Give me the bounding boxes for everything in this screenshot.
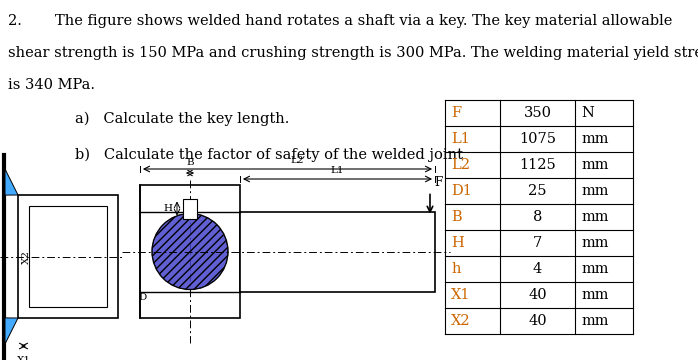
Text: 1125: 1125	[519, 158, 556, 172]
Text: mm: mm	[581, 314, 609, 328]
Text: 40: 40	[528, 288, 547, 302]
Bar	[240, 211, 435, 292]
Text: 4: 4	[533, 262, 542, 276]
Text: mm: mm	[581, 288, 609, 302]
Text: D1: D1	[451, 184, 472, 198]
Bar	[29, 206, 107, 307]
Text: D: D	[139, 293, 147, 302]
Text: b)   Calculate the factor of safety of the welded joint: b) Calculate the factor of safety of the…	[75, 148, 463, 162]
Text: L1: L1	[451, 132, 470, 146]
Text: mm: mm	[581, 132, 609, 146]
Text: X2: X2	[451, 314, 470, 328]
Text: h: h	[451, 262, 461, 276]
Text: L2: L2	[291, 156, 304, 165]
Text: 25: 25	[528, 184, 547, 198]
Text: The figure shows welded hand rotates a shaft via a key. The key material allowab: The figure shows welded hand rotates a s…	[55, 14, 672, 28]
Text: mm: mm	[581, 210, 609, 224]
Text: X1: X1	[17, 356, 31, 360]
Polygon shape	[5, 169, 18, 195]
Text: X1: X1	[451, 288, 470, 302]
Text: 40: 40	[528, 314, 547, 328]
Bar	[140, 185, 240, 318]
Text: mm: mm	[581, 158, 609, 172]
Text: 7: 7	[533, 236, 542, 250]
Text: a)   Calculate the key length.: a) Calculate the key length.	[75, 112, 290, 126]
Text: X2: X2	[22, 249, 31, 264]
Text: N: N	[581, 106, 594, 120]
Text: 8: 8	[533, 210, 542, 224]
Text: mm: mm	[581, 262, 609, 276]
Text: B: B	[186, 158, 194, 167]
Ellipse shape	[152, 213, 228, 289]
Text: F: F	[451, 106, 461, 120]
Text: L2: L2	[451, 158, 470, 172]
Text: mm: mm	[581, 236, 609, 250]
Text: 350: 350	[524, 106, 551, 120]
Text: 1075: 1075	[519, 132, 556, 146]
Text: B: B	[451, 210, 461, 224]
Text: 2.: 2.	[8, 14, 22, 28]
Polygon shape	[5, 318, 18, 344]
Text: L1: L1	[331, 166, 344, 175]
Bar	[183, 198, 197, 219]
Text: shear strength is 150 MPa and crushing strength is 300 MPa. The welding material: shear strength is 150 MPa and crushing s…	[8, 46, 698, 60]
Text: H: H	[451, 236, 463, 250]
Text: is 340 MPa.: is 340 MPa.	[8, 78, 95, 92]
Bar	[18, 195, 118, 318]
Text: H: H	[163, 204, 172, 213]
Text: mm: mm	[581, 184, 609, 198]
Text: F: F	[434, 176, 443, 189]
